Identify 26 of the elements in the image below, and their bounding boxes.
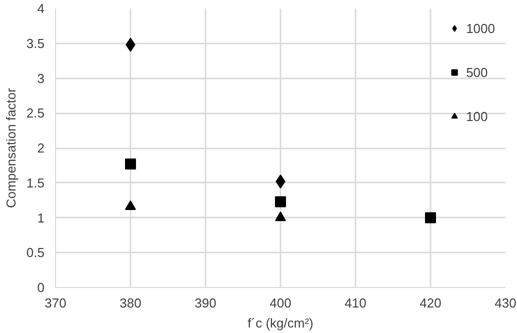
point	[125, 158, 136, 170]
x-tick-label: 370	[44, 296, 66, 310]
y-axis-title: Compensation factor	[3, 87, 18, 208]
y-tick-label: 0	[37, 280, 45, 295]
x-tick-label: 400	[270, 296, 292, 310]
legend-label: 500	[466, 64, 488, 80]
x-tick-label: 410	[344, 296, 366, 310]
legend-label: 1000	[466, 20, 495, 36]
legend-label: 100	[466, 108, 488, 124]
y-tick-label: 0.5	[26, 245, 45, 260]
y-tick-label: 4	[37, 1, 45, 16]
y-tick-label: 2.5	[26, 106, 45, 121]
point	[425, 212, 436, 224]
y-tick-label: 2	[37, 140, 45, 156]
y-tick-label: 1.5	[26, 175, 45, 190]
point	[275, 196, 286, 208]
x-tick-label: 390	[194, 296, 216, 310]
x-tick-label: 430	[494, 296, 516, 310]
x-axis-title: f´c (kg/cm²)	[248, 316, 314, 330]
y-tick-label: 3	[37, 70, 45, 86]
point	[275, 211, 286, 222]
x-tick-label: 420	[420, 296, 442, 310]
x-tick-label: 380	[120, 296, 142, 310]
y-tick-label: 1	[37, 210, 45, 226]
point	[125, 200, 136, 210]
y-tick-label: 3.5	[26, 36, 45, 51]
